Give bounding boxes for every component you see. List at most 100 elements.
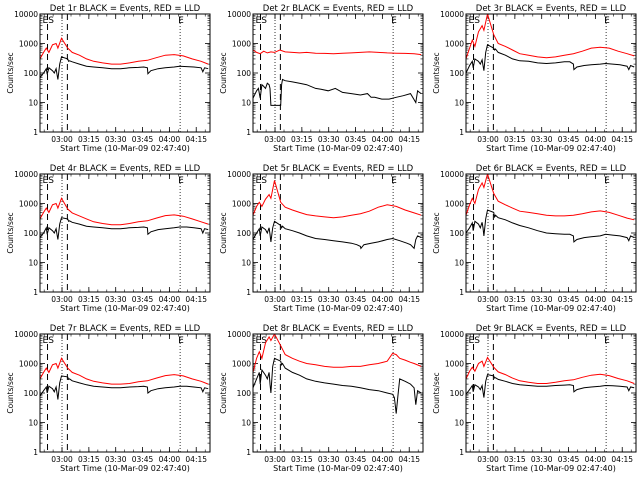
- panel-data: [253, 180, 422, 250]
- y-tick-label: 100: [237, 229, 252, 238]
- x-axis-label: Start Time (10-Mar-09 02:47:40): [273, 304, 403, 313]
- x-tick-label: 04:00: [159, 455, 181, 464]
- panel-data: [466, 356, 635, 398]
- marker-label-e: E: [178, 176, 184, 186]
- y-tick-label: 10: [28, 259, 38, 268]
- marker-label-es: ES: [43, 176, 55, 186]
- y-tick-label: 1000: [232, 360, 251, 369]
- x-tick-label: 03:30: [531, 295, 553, 304]
- x-tick-label: 03:00: [477, 295, 499, 304]
- panel-data: [40, 357, 209, 400]
- marker-label-es: ES: [43, 336, 55, 346]
- plot-frame: [39, 13, 211, 133]
- lld-series-line: [466, 356, 635, 384]
- plot-frame: [465, 173, 637, 293]
- x-tick-label: 03:00: [51, 455, 73, 464]
- x-tick-label: 03:15: [291, 135, 313, 144]
- x-tick-label: 03:00: [477, 455, 499, 464]
- x-tick-label: 03:45: [558, 455, 580, 464]
- x-tick-label: 04:00: [159, 135, 181, 144]
- y-axis-label: Counts/sec: [432, 372, 441, 413]
- x-tick-label: 04:15: [611, 135, 633, 144]
- x-tick-label: 03:45: [345, 135, 367, 144]
- x-tick-label: 03:30: [105, 135, 127, 144]
- x-tick-label: 03:45: [345, 455, 367, 464]
- x-tick-label: 03:15: [504, 135, 526, 144]
- marker-label-e: E: [178, 336, 184, 346]
- panel-title: Det 8r BLACK = Events, RED = LLD: [263, 324, 414, 334]
- marker-label-e: E: [604, 176, 610, 186]
- lld-series-line: [40, 37, 209, 65]
- x-tick-label: 03:45: [558, 135, 580, 144]
- marker-label-e: E: [604, 16, 610, 26]
- events-series-line: [40, 375, 209, 400]
- panel-title: Det 4r BLACK = Events, RED = LLD: [50, 164, 201, 174]
- x-tick-label: 03:45: [132, 295, 154, 304]
- panel-data: [253, 49, 422, 106]
- x-tick-label: 03:30: [318, 455, 340, 464]
- y-tick-label: 10000: [14, 170, 38, 179]
- y-tick-label: 10000: [14, 10, 38, 19]
- plot-frame: [252, 333, 424, 453]
- y-tick-label: 1: [459, 128, 464, 137]
- x-axis-label: Start Time (10-Mar-09 02:47:40): [486, 304, 616, 313]
- y-axis-label: Counts/sec: [432, 212, 441, 253]
- marker-label-e: E: [178, 16, 184, 26]
- panel-title: Det 7r BLACK = Events, RED = LLD: [50, 324, 201, 334]
- events-series-line: [466, 209, 635, 243]
- y-tick-label: 10000: [227, 170, 251, 179]
- plot-frame: [465, 333, 637, 453]
- panel-1: Det 1r BLACK = Events, RED = LLD 1 10 100 10…: [6, 4, 211, 153]
- lld-series-line: [466, 174, 635, 221]
- y-tick-label: 1: [459, 288, 464, 297]
- plot-frame: [39, 333, 211, 453]
- x-tick-label: 03:00: [51, 295, 73, 304]
- y-tick-label: 1000: [19, 200, 38, 209]
- x-tick-label: 03:15: [291, 295, 313, 304]
- y-axis-label: Counts/sec: [219, 212, 228, 253]
- y-tick-label: 1000: [19, 40, 38, 49]
- y-tick-label: 100: [450, 69, 465, 78]
- y-tick-label: 10000: [227, 10, 251, 19]
- plot-frame: [465, 13, 637, 133]
- x-tick-label: 04:00: [372, 455, 394, 464]
- x-tick-label: 03:30: [318, 295, 340, 304]
- y-tick-label: 1000: [445, 40, 464, 49]
- y-tick-label: 10: [241, 419, 251, 428]
- events-series-line: [40, 56, 209, 80]
- marker-label-es: ES: [256, 176, 268, 186]
- x-axis-label: Start Time (10-Mar-09 02:47:40): [273, 464, 403, 473]
- panel-title: Det 2r BLACK = Events, RED = LLD: [263, 4, 414, 14]
- y-tick-label: 10: [28, 99, 38, 108]
- x-tick-label: 03:45: [132, 135, 154, 144]
- y-axis-label: Counts/sec: [432, 52, 441, 93]
- x-tick-label: 04:15: [185, 135, 207, 144]
- panel-6: Det 6r BLACK = Events, RED = LLD 1 10 100 10…: [432, 164, 637, 313]
- x-tick-label: 04:15: [398, 135, 420, 144]
- y-tick-label: 1000: [19, 360, 38, 369]
- y-tick-label: 100: [24, 69, 39, 78]
- marker-label-e: E: [391, 336, 397, 346]
- marker-label-e: E: [604, 336, 610, 346]
- events-series-line: [466, 374, 635, 398]
- x-axis-label: Start Time (10-Mar-09 02:47:40): [486, 464, 616, 473]
- x-tick-label: 03:30: [531, 135, 553, 144]
- x-tick-label: 04:00: [585, 135, 607, 144]
- events-series-line: [466, 44, 635, 74]
- panel-title: Det 1r BLACK = Events, RED = LLD: [50, 4, 201, 14]
- y-tick-label: 1: [246, 128, 251, 137]
- marker-label-es: ES: [469, 176, 481, 186]
- x-tick-label: 04:15: [185, 295, 207, 304]
- panel-title: Det 9r BLACK = Events, RED = LLD: [476, 324, 627, 334]
- x-tick-label: 03:30: [318, 135, 340, 144]
- y-axis-label: Counts/sec: [6, 52, 15, 93]
- x-tick-label: 04:15: [611, 295, 633, 304]
- panel-title: Det 6r BLACK = Events, RED = LLD: [476, 164, 627, 174]
- events-series-line: [253, 220, 422, 250]
- y-tick-label: 1: [33, 288, 38, 297]
- x-tick-label: 03:15: [504, 455, 526, 464]
- lld-series-line: [40, 197, 209, 226]
- y-tick-label: 100: [450, 389, 465, 398]
- y-tick-label: 1: [459, 448, 464, 457]
